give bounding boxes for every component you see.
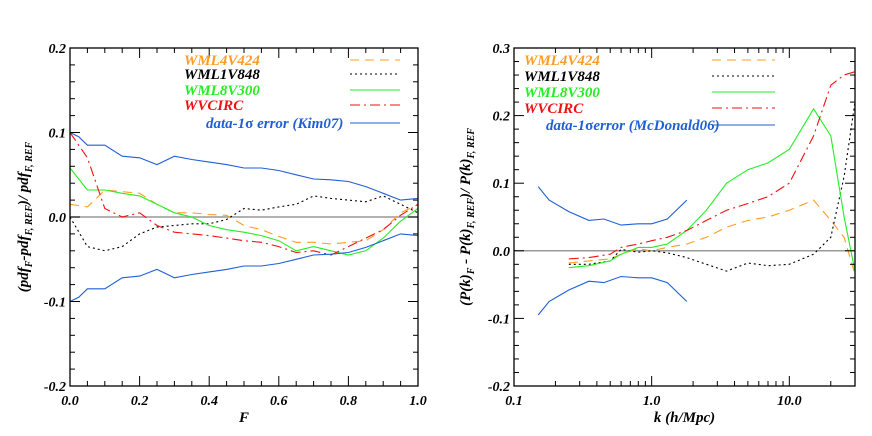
y-tick-label: -0.2 [44, 380, 66, 395]
series-line-4 [537, 186, 688, 226]
y-tick-label: -0.1 [488, 312, 510, 327]
x-tick-label: 0.6 [270, 394, 288, 409]
legend-sigma: σ [585, 118, 594, 134]
series-line-4-lower [537, 275, 688, 316]
y-axis-label-part: F, REF [24, 205, 35, 237]
legend-label: WML8V300 [184, 83, 260, 99]
series-line-4 [70, 132, 418, 201]
x-tick-label: 0.8 [340, 394, 358, 409]
legend-label: WVCIRC [524, 101, 584, 117]
x-axis-label: k (h/Mpc) [654, 410, 715, 426]
y-axis-label-part: - P(k) [458, 228, 474, 267]
x-tick-label: 0.1 [505, 394, 523, 409]
y-tick-label: -0.1 [44, 296, 66, 311]
legend-label: WML1V848 [524, 69, 600, 85]
x-tick-label: 0.4 [200, 394, 218, 409]
left-chart: 0.0 0.2 0.4 0.6 0.8 1.0-0.2-0.10.00.10.2F(pdf… [16, 42, 427, 426]
x-tick-label: 1.0 [409, 394, 427, 409]
y-axis-label-part: )/ P(k) [458, 158, 474, 200]
series-line-3 [568, 71, 855, 260]
legend-label: data-1σerror (McDonald06) [546, 118, 720, 134]
y-axis-label: (pdfF-pdfF, REF)/ pdfF, REF [16, 141, 35, 292]
legend-label: WML8V300 [524, 85, 600, 101]
y-tick-label: 0.2 [493, 110, 511, 125]
legend-label-part: error (Kim07) [253, 116, 343, 132]
legend-label: WVCIRC [184, 98, 244, 114]
series-line-1 [568, 102, 855, 272]
legend-label: WML1V848 [184, 67, 260, 83]
x-ticks: 0.1 1.0 10.0 [505, 48, 856, 409]
series-group [70, 132, 418, 302]
legend-label-part: error (McDonald06) [593, 118, 719, 134]
x-tick-label: 0.2 [131, 394, 149, 409]
x-tick-label: 0.0 [61, 394, 79, 409]
y-axis-label-part: F [466, 267, 477, 275]
x-tick-label: 1.0 [643, 394, 661, 409]
y-ticks: -0.2 -0.1 0.0 0.1 0.2 [44, 42, 418, 395]
y-axis-label-part: F [24, 260, 35, 268]
y-ticks: -0.2 -0.1 0.0 0.1 0.2 0.3 [488, 42, 855, 395]
legend-label: WML4V424 [184, 53, 260, 69]
y-axis-label-part: F, REF [466, 198, 477, 230]
x-tick-label: 10.0 [777, 394, 802, 409]
legend-label-part: data-1 [206, 116, 245, 132]
y-axis-label: (P(k)F - P(k)F, REF)/ P(k)F, REF [458, 128, 477, 306]
y-axis-label-part: (P(k) [458, 274, 474, 306]
legend-label-part: data-1 [546, 118, 585, 134]
y-tick-label: 0.1 [49, 127, 67, 142]
y-axis-label-part: (pdf [16, 265, 32, 292]
y-axis-label-part: F, REF [24, 141, 35, 173]
y-tick-label: 0.2 [49, 42, 67, 57]
legend-sigma: σ [245, 116, 254, 132]
legend-label: data-1σ error (Kim07) [206, 116, 343, 132]
legend: WML4V424WML1V848WML8V300WVCIRCdata-1σerr… [524, 53, 775, 134]
y-tick-label: -0.2 [488, 380, 510, 395]
y-tick-label: 0.0 [493, 245, 511, 260]
y-axis-label-part: F, REF [466, 128, 477, 160]
series-line-1 [70, 195, 418, 252]
series-line-0 [70, 189, 418, 245]
series-line-2 [70, 167, 418, 256]
y-tick-label: 0.0 [49, 211, 67, 226]
right-chart: 0.1 1.0 10.0 -0.2 -0.1 0.0 0.1 0.2 0.3 k (h/Mpc) (… [458, 42, 856, 426]
series-line-4-lower [70, 233, 418, 302]
series-line-0 [568, 199, 855, 275]
y-axis-label-part: )/ pdf [16, 170, 32, 207]
y-axis-label-part: -pdf [16, 234, 32, 261]
y-tick-label: 0.3 [493, 42, 511, 57]
x-ticks: 0.0 0.2 0.4 0.6 0.8 1.0 [61, 48, 427, 409]
legend-label: WML4V424 [524, 53, 600, 69]
x-axis-label: F [238, 410, 249, 426]
series-group [537, 71, 855, 316]
axes-frame [513, 47, 856, 387]
y-tick-label: 0.1 [493, 177, 511, 192]
series-line-3 [70, 132, 418, 256]
